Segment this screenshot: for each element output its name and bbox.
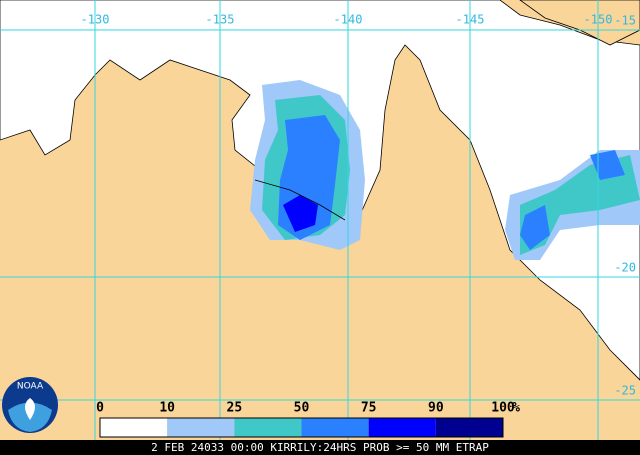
border-line — [254, 179, 346, 221]
legend-label: 100 — [491, 401, 515, 416]
longitude-label: -140 — [334, 13, 363, 27]
legend-label: 75 — [361, 401, 377, 416]
legend-swatch — [435, 418, 503, 437]
legend-swatch — [167, 418, 235, 437]
legend-swatch — [100, 418, 168, 437]
footer-text: 2 FEB 24033 00:00 KIRRILY:24HRS PROB >= … — [151, 441, 489, 454]
latitude-label: -25 — [614, 384, 636, 398]
legend-label: 25 — [227, 401, 243, 416]
legend-swatch — [301, 418, 369, 437]
longitude-label: -130 — [81, 13, 110, 27]
footer-bar — [0, 440, 640, 455]
longitude-label: -150 — [584, 13, 613, 27]
legend-label: 50 — [294, 401, 310, 416]
longitude-label: -145 — [456, 13, 485, 27]
new-guinea — [519, 0, 640, 46]
logo-text: NOAA — [17, 382, 44, 392]
legend-label: 90 — [428, 401, 444, 416]
latitude-label: -20 — [614, 261, 636, 275]
latitude-label: -15 — [614, 14, 636, 28]
legend-swatch — [234, 418, 302, 437]
legend-label: 0 — [96, 401, 104, 416]
rain-areas — [250, 80, 640, 260]
legend-label: 10 — [159, 401, 175, 416]
longitude-label: -135 — [206, 13, 235, 27]
legend-frame — [99, 417, 504, 438]
noaa-logo: NOAA — [2, 377, 58, 433]
legend-swatch — [368, 418, 436, 437]
legend-unit: % — [512, 401, 520, 416]
